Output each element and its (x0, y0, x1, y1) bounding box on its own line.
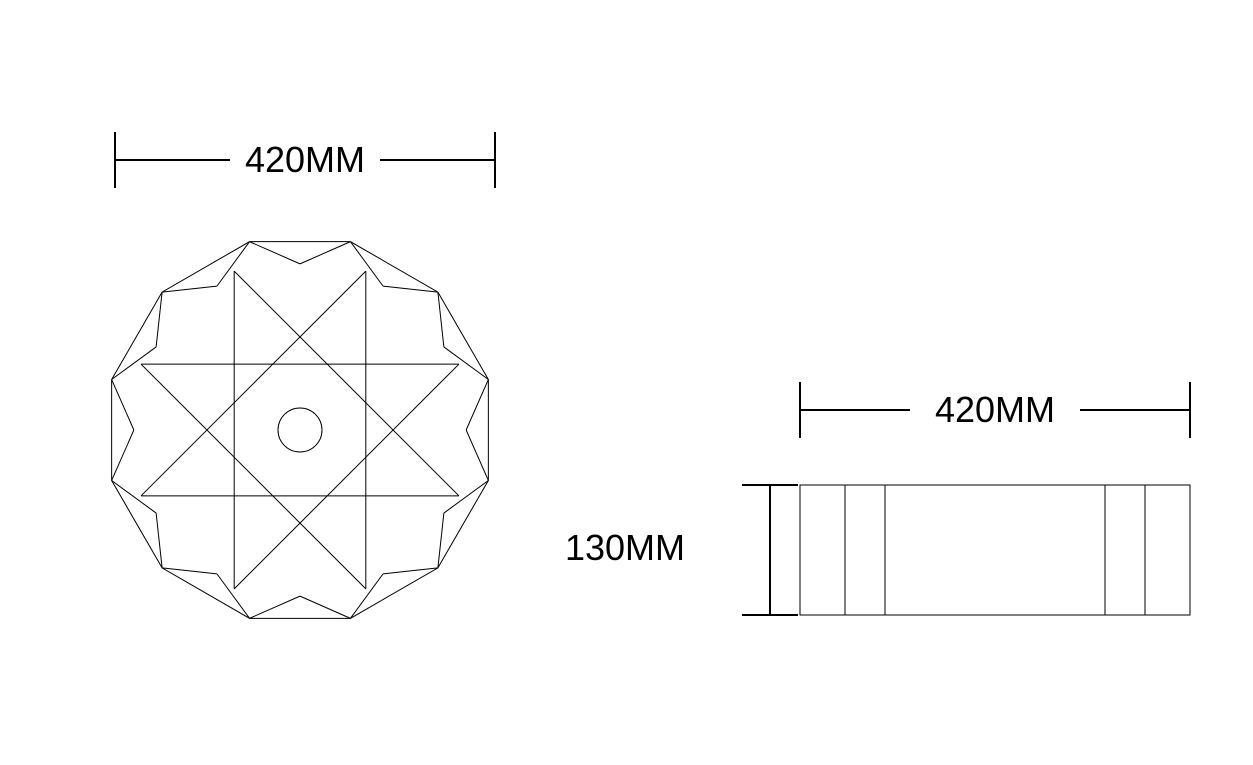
plan-star-chord (234, 271, 459, 496)
plan-facet-edge (112, 480, 156, 513)
plan-drain-circle (278, 408, 322, 452)
plan-facet-edge (217, 574, 250, 618)
plan-facet-edge (444, 347, 488, 380)
plan-facet-edge (300, 242, 350, 264)
plan-facet-edge (444, 480, 488, 513)
plan-facet-edge (112, 380, 134, 430)
dim-side-h-label: 130MM (565, 527, 685, 568)
dim-top-label: 420MM (245, 139, 365, 180)
side-outline (800, 485, 1190, 615)
plan-facet-edge (250, 242, 300, 264)
plan-facet-edge (250, 596, 300, 618)
plan-star-chord (141, 271, 366, 496)
plan-facet-edge (300, 596, 350, 618)
plan-facet-edge (112, 347, 156, 380)
plan-star-chord (141, 364, 366, 589)
plan-facet-edge (217, 242, 250, 286)
plan-facet-edge (350, 242, 383, 286)
plan-facet-edge (466, 430, 488, 480)
plan-facet-edge (350, 574, 383, 618)
plan-star-chord (234, 364, 459, 589)
plan-facet-edge (466, 380, 488, 430)
plan-outer-polygon (112, 242, 489, 619)
dim-side-w-label: 420MM (935, 389, 1055, 430)
plan-facet-edge (112, 430, 134, 480)
